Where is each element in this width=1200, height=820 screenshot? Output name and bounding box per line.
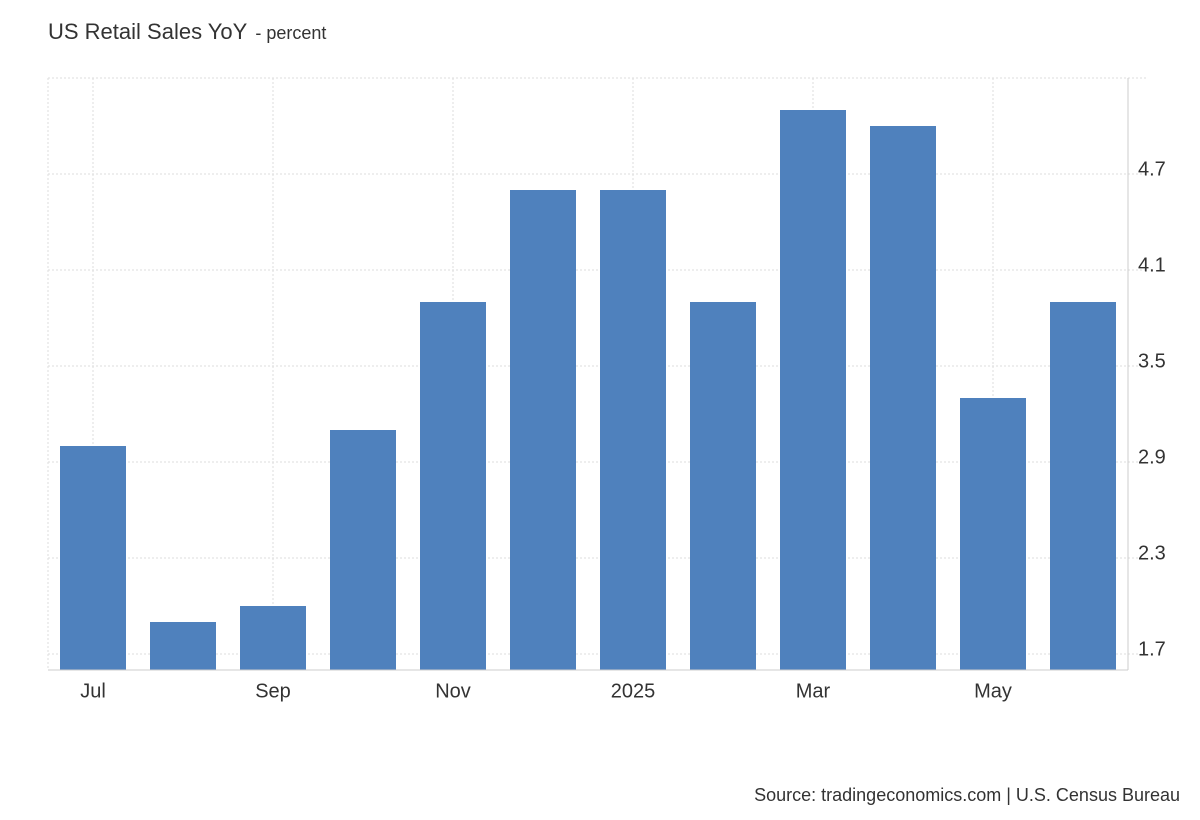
bar xyxy=(780,110,846,670)
bar xyxy=(600,190,666,670)
y-tick-label: 4.7 xyxy=(1138,158,1166,180)
bar xyxy=(870,126,936,670)
bar xyxy=(420,302,486,670)
bar xyxy=(150,622,216,670)
bar xyxy=(60,446,126,670)
bar xyxy=(960,398,1026,670)
x-tick-label: 2025 xyxy=(611,680,656,702)
bar xyxy=(330,430,396,670)
bar xyxy=(1050,302,1116,670)
x-tick-label: Jul xyxy=(80,680,106,702)
x-tick-label: Nov xyxy=(435,680,471,702)
y-tick-label: 2.3 xyxy=(1138,542,1166,564)
y-tick-label: 2.9 xyxy=(1138,446,1166,468)
chart-subtitle: - percent xyxy=(255,23,326,43)
x-tick-label: Sep xyxy=(255,680,291,702)
y-tick-label: 4.1 xyxy=(1138,254,1166,276)
bar xyxy=(690,302,756,670)
x-tick-label: Mar xyxy=(796,680,831,702)
bar xyxy=(510,190,576,670)
x-tick-label: May xyxy=(974,680,1012,702)
bar xyxy=(240,606,306,670)
y-tick-label: 3.5 xyxy=(1138,350,1166,372)
y-tick-label: 1.7 xyxy=(1138,638,1166,660)
source-note: Source: tradingeconomics.com | U.S. Cens… xyxy=(754,785,1180,805)
chart-title: US Retail Sales YoY xyxy=(48,19,248,44)
